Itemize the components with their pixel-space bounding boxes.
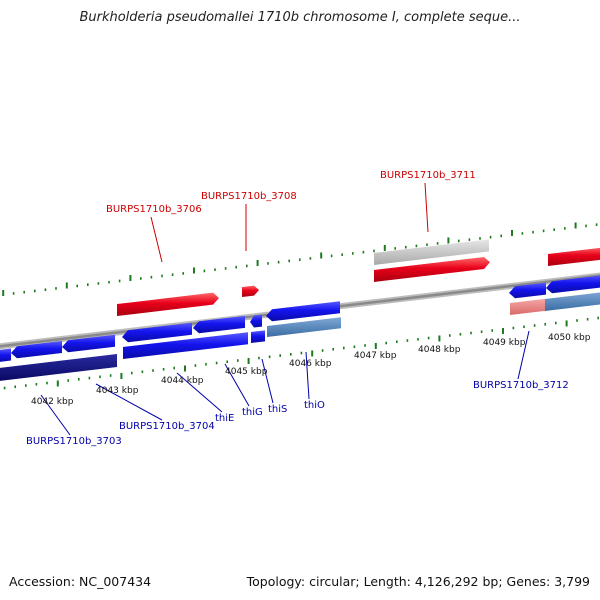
gene-reverse-a[interactable] xyxy=(11,340,62,359)
label-thio[interactable]: thiO xyxy=(304,400,325,411)
gene-reverse-c[interactable] xyxy=(122,322,192,343)
gene-this[interactable] xyxy=(250,314,262,328)
reverse-ruler-track xyxy=(3,316,599,390)
label-burps1710b-3704-leader xyxy=(95,383,163,421)
label-burps1710b-3706-leader xyxy=(150,216,163,263)
gene-grey-feature[interactable] xyxy=(374,239,489,265)
label-this[interactable]: thiS xyxy=(268,404,287,415)
label-thie[interactable]: thiE xyxy=(215,413,234,424)
gene-burps1710b-3703[interactable] xyxy=(0,354,117,382)
forward-ruler-track xyxy=(2,222,598,296)
tick-label-6: 4047 kbp xyxy=(354,351,397,361)
gene-burps1710b-3706[interactable] xyxy=(117,292,219,316)
label-burps1710b-3704[interactable]: BURPS1710b_3704 xyxy=(119,421,215,432)
map-title: Burkholderia pseudomallei 1710b chromoso… xyxy=(79,10,521,25)
gene-thie[interactable] xyxy=(193,315,245,334)
gene-forward-edge[interactable] xyxy=(548,247,600,266)
label-burps1710b-3708[interactable]: BURPS1710b_3708 xyxy=(201,191,297,202)
tick-label-3: 4044 kbp xyxy=(161,376,204,386)
gene-reverse-right-edge[interactable] xyxy=(546,274,600,294)
tick-label-1: 4042 kbp xyxy=(31,397,74,407)
tick-label-2: 4043 kbp xyxy=(96,386,139,396)
label-burps1710b-3711-leader xyxy=(424,182,429,233)
tick-label-8: 4049 kbp xyxy=(483,338,526,348)
tick-label-4: 4045 kbp xyxy=(225,367,268,377)
tick-label-5: 4046 kbp xyxy=(289,359,332,369)
gene-burps1710b-3704[interactable] xyxy=(123,332,248,359)
label-thie-leader xyxy=(176,372,223,413)
label-burps1710b-3712[interactable]: BURPS1710b_3712 xyxy=(473,380,569,391)
gene-steel-feature[interactable] xyxy=(267,317,341,337)
gene-reverse-d[interactable] xyxy=(509,282,546,299)
label-burps1710b-3712-leader xyxy=(517,330,530,380)
label-thig-leader xyxy=(224,363,250,407)
label-this-leader xyxy=(261,358,274,404)
gene-reverse-left-edge[interactable] xyxy=(0,348,11,363)
gene-reverse-b[interactable] xyxy=(62,334,115,353)
gene-steel-right[interactable] xyxy=(545,291,600,311)
tick-label-9: 4050 kbp xyxy=(548,333,591,343)
gene-thig[interactable] xyxy=(251,330,265,343)
gene-thio[interactable] xyxy=(266,301,340,322)
gene-burps1710b-3711[interactable] xyxy=(374,257,490,282)
label-burps1710b-3703-leader xyxy=(40,394,71,436)
label-thig[interactable]: thiG xyxy=(242,407,263,418)
accession-label: Accession: NC_007434 xyxy=(9,574,152,589)
gene-burps1710b-3708[interactable] xyxy=(242,285,259,297)
label-burps1710b-3706[interactable]: BURPS1710b_3706 xyxy=(106,204,202,215)
tick-label-7: 4048 kbp xyxy=(418,345,461,355)
label-burps1710b-3703[interactable]: BURPS1710b_3703 xyxy=(26,436,122,447)
label-thio-leader xyxy=(305,351,310,400)
gene-pink-feature[interactable] xyxy=(510,298,545,315)
label-burps1710b-3711[interactable]: BURPS1710b_3711 xyxy=(380,170,476,181)
genome-summary: Topology: circular; Length: 4,126,292 bp… xyxy=(246,574,590,589)
